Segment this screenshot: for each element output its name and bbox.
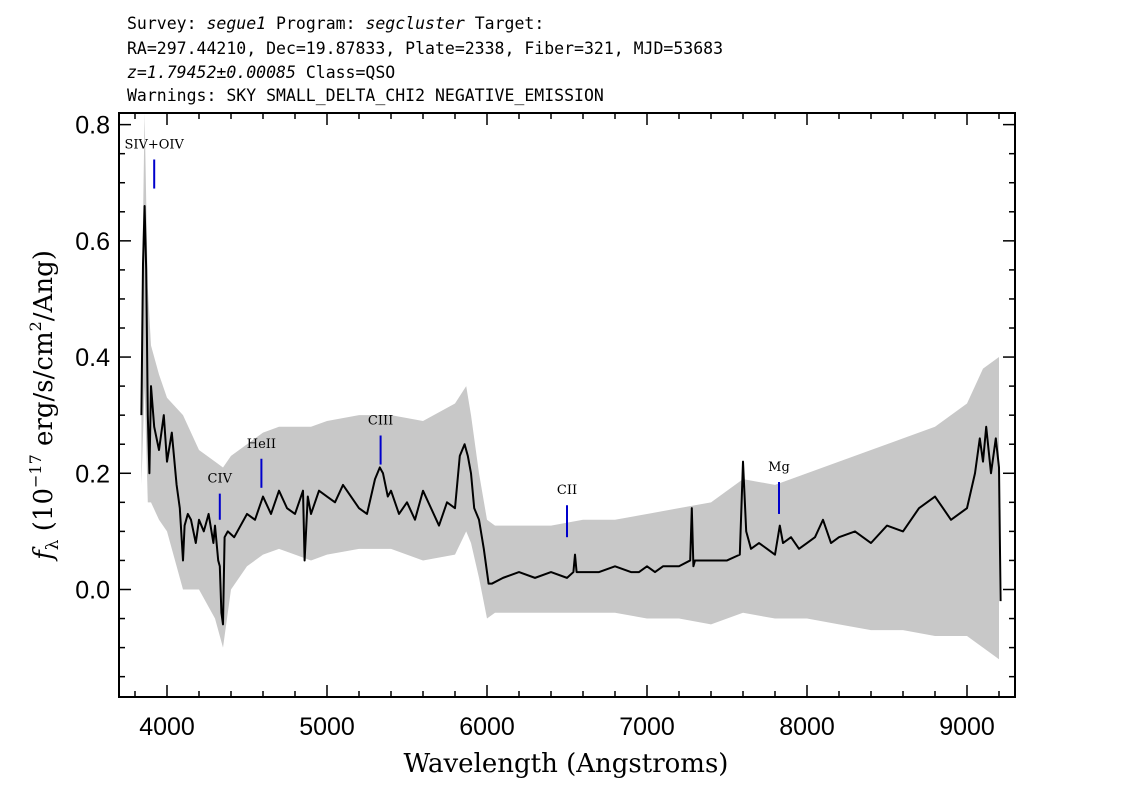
x-tick-label: 8000 — [779, 713, 835, 741]
error-band-layer — [141, 113, 999, 660]
emission-lines-layer: SIV+OIV CIV HeII CIII CII Mg — [124, 137, 790, 538]
emission-label-mg: Mg — [768, 460, 790, 475]
emission-label-heii: HeII — [247, 437, 276, 452]
y-axis-exp2: 2 — [26, 321, 45, 331]
y-axis-mid: erg/s/cm — [29, 331, 59, 454]
flux-series-line — [140, 204, 1002, 626]
survey-value: segue1 — [206, 14, 267, 33]
y-axis-post: /Ang) — [29, 250, 59, 321]
redshift-value: z=1.79452±0.00085 — [127, 63, 296, 82]
emission-label-cii: CII — [557, 483, 577, 498]
y-axis-subscript: λ — [43, 539, 63, 550]
survey-prefix: Survey: — [127, 14, 207, 33]
plot-frame — [118, 112, 1016, 698]
emission-label-civ: CIV — [208, 472, 233, 487]
x-tick-label: 6000 — [459, 713, 515, 741]
error-band — [141, 113, 999, 660]
y-axis-exp1: −17 — [26, 454, 45, 488]
axes-layer — [118, 112, 1016, 698]
header-line-2: RA=297.44210, Dec=19.87833, Plate=2338, … — [127, 39, 724, 58]
program-prefix: Program: — [266, 14, 366, 33]
y-tick-label: 0.0 — [75, 576, 110, 604]
emission-label-siv-oiv: SIV+OIV — [124, 137, 184, 152]
x-tick-label: 9000 — [939, 713, 995, 741]
y-tick-label: 0.8 — [75, 112, 110, 140]
spectrum-layer — [140, 204, 1002, 626]
y-tick-label: 0.6 — [75, 228, 110, 256]
header-line-4: Warnings: SKY SMALL_DELTA_CHI2 NEGATIVE_… — [127, 86, 604, 105]
program-value: segcluster — [365, 14, 465, 33]
target-label: Target: — [464, 14, 545, 33]
header-line-1: Survey: segue1 Program: segcluster Targe… — [127, 14, 544, 34]
y-axis-title: fλ (10−17 erg/s/cm2/Ang) — [26, 250, 63, 562]
class-value: Class=QSO — [295, 63, 396, 82]
emission-label-ciii: CIII — [368, 414, 393, 429]
x-tick-label: 7000 — [619, 713, 675, 741]
y-tick-label: 0.2 — [75, 460, 110, 488]
x-tick-label: 4000 — [139, 713, 195, 741]
y-axis-pre: (10 — [29, 488, 59, 540]
tick-labels-layer: 4000 5000 6000 7000 8000 9000 0.0 0.2 0.4 0.6 0.8 — [75, 112, 995, 741]
y-tick-label: 0.4 — [75, 344, 110, 372]
header-line-3: z=1.79452±0.00085 Class=QSO — [127, 63, 395, 83]
x-axis-title: Wavelength (Angstroms) — [404, 749, 729, 779]
x-tick-label: 5000 — [299, 713, 355, 741]
